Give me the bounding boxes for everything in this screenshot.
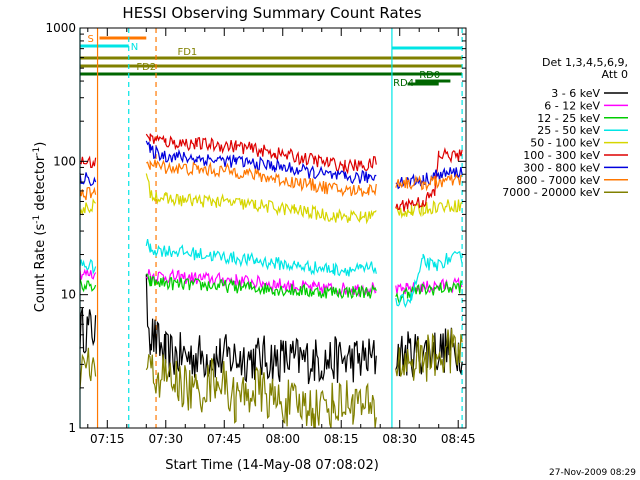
series-segment xyxy=(145,268,377,298)
legend-title-line2: Att 0 xyxy=(602,68,628,81)
series-trace xyxy=(79,273,463,305)
flag-label: RD4 xyxy=(393,78,414,89)
series-segment xyxy=(395,173,463,192)
flag-label: FD1 xyxy=(177,47,197,58)
series-segment xyxy=(79,278,97,293)
y-tick-label: 10 xyxy=(61,288,76,302)
x-tick-label: 08:15 xyxy=(324,432,359,446)
series-segment xyxy=(395,328,463,382)
legend-entry-label: 50 - 100 keV xyxy=(530,137,600,150)
series-segment xyxy=(79,172,97,187)
legend-entry-label: 12 - 25 keV xyxy=(537,112,600,125)
legend-entry-label: 100 - 300 keV xyxy=(523,149,600,162)
x-tick-label: 07:15 xyxy=(90,432,125,446)
series-segment xyxy=(79,268,97,280)
flag-label: FD2 xyxy=(136,62,156,73)
x-tick-label: 08:45 xyxy=(441,432,476,446)
legend-entry-label: 3 - 6 keV xyxy=(551,87,600,100)
x-axis-label: Start Time (14-May-08 07:08:02) xyxy=(165,458,379,473)
flag-label: S xyxy=(87,34,93,45)
series-segment xyxy=(79,347,97,390)
series-segment xyxy=(145,173,377,225)
legend-entry-label: 6 - 12 keV xyxy=(544,99,600,112)
x-tick-label: 07:45 xyxy=(207,432,242,446)
series-trace xyxy=(79,140,463,190)
series-segment xyxy=(395,167,463,190)
chart-title: HESSI Observing Summary Count Rates xyxy=(122,4,421,22)
series-segment xyxy=(395,147,463,212)
series-segment xyxy=(79,198,97,216)
series-trace xyxy=(79,238,463,308)
x-tick-label: 08:30 xyxy=(382,432,417,446)
legend-title-line1: Det 1,3,4,5,6,9, xyxy=(542,56,628,69)
series-segment xyxy=(146,159,377,198)
observing-flags: SNFD1FD2RD0RD4 xyxy=(80,34,463,89)
legend-entry-label: 800 - 7000 keV xyxy=(516,174,600,187)
timestamp: 27-Nov-2009 08:29 xyxy=(549,468,636,478)
series-segment xyxy=(395,199,463,219)
series-segment xyxy=(145,133,377,175)
series-trace xyxy=(79,173,463,225)
x-tick-label: 08:00 xyxy=(265,432,300,446)
series-segment xyxy=(79,155,97,168)
data-series xyxy=(79,133,463,429)
y-axis-label: Count Rate (s-1 detector-1) xyxy=(32,142,48,313)
x-tick-label: 07:30 xyxy=(148,432,183,446)
y-tick-label: 100 xyxy=(53,154,76,168)
series-segment xyxy=(395,250,463,308)
flag-label: N xyxy=(131,42,138,53)
series-segment xyxy=(145,238,377,277)
series-segment xyxy=(79,186,97,201)
series-segment xyxy=(145,274,377,385)
axes: 1 10 100 1000 07:15 07:30 07:45 08:00 08:15 08:30… xyxy=(45,21,475,446)
series-segment xyxy=(79,258,97,275)
series-segment xyxy=(79,307,97,354)
series-segment xyxy=(146,273,377,300)
plot-frame xyxy=(79,27,467,429)
series-segment xyxy=(395,280,463,305)
legend-entry-label: 25 - 50 keV xyxy=(537,124,600,137)
y-tick-label: 1000 xyxy=(45,21,76,35)
series-segment xyxy=(145,353,377,429)
series-segment xyxy=(145,140,377,185)
series-trace xyxy=(79,133,463,212)
y-tick-label: 1 xyxy=(68,421,76,435)
series-trace xyxy=(79,328,463,429)
legend-entry-label: 7000 - 20000 keV xyxy=(502,186,600,199)
legend-entry-label: 300 - 800 keV xyxy=(523,161,600,174)
